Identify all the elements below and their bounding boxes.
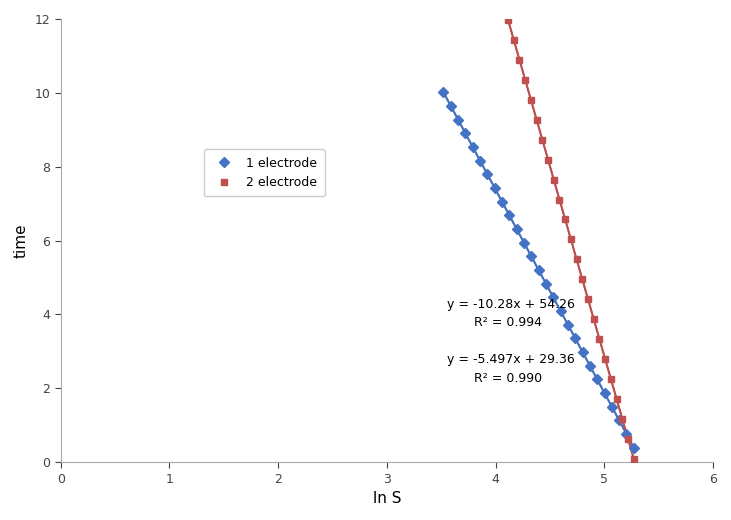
- 2 electrode: [601, 356, 610, 362]
- 2 electrode: [629, 456, 638, 462]
- 1 electrode: [534, 267, 543, 273]
- 2 electrode: [595, 336, 604, 342]
- 2 electrode: [520, 76, 529, 83]
- 1 electrode: [505, 212, 514, 218]
- Text: y = -10.28x + 54.26: y = -10.28x + 54.26: [447, 297, 575, 310]
- 2 electrode: [504, 17, 512, 23]
- 1 electrode: [578, 349, 587, 355]
- 1 electrode: [542, 281, 550, 287]
- 2 electrode: [618, 416, 626, 422]
- 1 electrode: [607, 404, 616, 410]
- 1 electrode: [629, 445, 638, 451]
- 1 electrode: [491, 185, 499, 191]
- 2 electrode: [583, 296, 592, 303]
- 2 electrode: [589, 316, 598, 322]
- 1 electrode: [498, 199, 507, 205]
- 1 electrode: [527, 253, 536, 259]
- Y-axis label: time: time: [14, 223, 29, 258]
- 1 electrode: [571, 335, 580, 342]
- 2 electrode: [544, 157, 553, 163]
- 1 electrode: [469, 144, 477, 150]
- Text: R² = 0.990: R² = 0.990: [474, 372, 542, 385]
- 2 electrode: [526, 97, 535, 103]
- 1 electrode: [549, 294, 558, 301]
- Line: 1 electrode: 1 electrode: [440, 89, 637, 451]
- 2 electrode: [561, 216, 569, 223]
- 2 electrode: [510, 37, 518, 43]
- 1 electrode: [483, 171, 492, 177]
- Line: 2 electrode: 2 electrode: [431, 0, 637, 462]
- Text: R² = 0.994: R² = 0.994: [474, 316, 542, 329]
- 1 electrode: [600, 390, 609, 396]
- 1 electrode: [447, 103, 455, 109]
- 1 electrode: [439, 89, 448, 96]
- 2 electrode: [578, 276, 587, 282]
- 1 electrode: [512, 226, 521, 232]
- 2 electrode: [555, 197, 564, 203]
- X-axis label: ln S: ln S: [373, 491, 401, 506]
- Legend: 1 electrode, 2 electrode: 1 electrode, 2 electrode: [204, 149, 325, 197]
- 1 electrode: [476, 158, 485, 164]
- 1 electrode: [586, 362, 594, 369]
- 1 electrode: [454, 116, 463, 123]
- 1 electrode: [615, 417, 624, 423]
- 2 electrode: [613, 396, 621, 402]
- 1 electrode: [556, 308, 565, 314]
- 2 electrode: [515, 57, 524, 63]
- 2 electrode: [607, 376, 616, 382]
- 2 electrode: [538, 137, 547, 143]
- 1 electrode: [564, 321, 572, 328]
- 2 electrode: [532, 116, 541, 123]
- 2 electrode: [567, 236, 575, 242]
- 2 electrode: [572, 256, 581, 263]
- 1 electrode: [622, 431, 631, 437]
- 1 electrode: [593, 376, 602, 383]
- 1 electrode: [461, 130, 470, 136]
- 2 electrode: [498, 0, 507, 3]
- 2 electrode: [550, 176, 558, 183]
- Text: y = -5.497x + 29.36: y = -5.497x + 29.36: [447, 353, 575, 366]
- 1 electrode: [520, 240, 529, 246]
- 2 electrode: [624, 436, 632, 442]
